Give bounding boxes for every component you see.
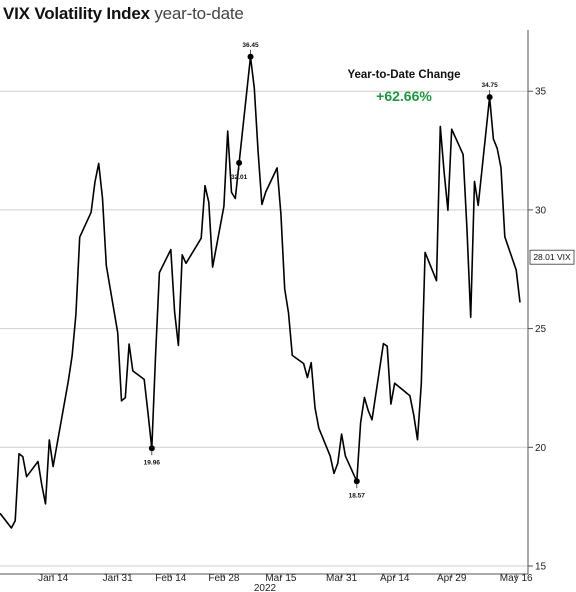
marker-point <box>353 478 360 485</box>
marker-label: 36.45 <box>242 42 259 49</box>
markers-layer: 32.01 19.96 36.45 18.57 34.75 <box>144 42 498 499</box>
y-tick-label: 30 <box>535 205 547 216</box>
chart-title-main: VIX Volatility Index <box>3 4 150 23</box>
gridlines <box>0 90 528 567</box>
x-tick-label: Apr 14 <box>380 573 410 584</box>
chart-title: VIX Volatility Index year-to-date <box>3 4 244 24</box>
ytd-change-value: +62.66% <box>376 88 432 104</box>
series-layer <box>0 55 521 529</box>
x-tick-label: Feb 14 <box>155 573 187 584</box>
x-tick-label: Apr 29 <box>437 573 467 584</box>
marker-label: 32.01 <box>231 174 248 181</box>
ytd-change-label: Year-to-Date Change <box>347 69 460 81</box>
y-tick-label: 20 <box>535 443 547 454</box>
marker-label: 19.96 <box>144 459 161 466</box>
x-tick-label: May 16 <box>500 573 533 584</box>
marker-label: 18.57 <box>349 492 366 499</box>
x-tick-label: Jan 31 <box>103 573 133 584</box>
series-line <box>0 55 521 529</box>
last-value-label: 28.01 VIX <box>533 252 571 262</box>
y-axis: 15 20 25 30 35 <box>528 87 547 573</box>
x-axis-year-label: 2022 <box>254 583 277 592</box>
marker-point <box>247 53 254 60</box>
x-tick-label: Jan 14 <box>38 573 68 584</box>
y-tick-label: 15 <box>535 562 547 573</box>
marker-point <box>486 94 493 101</box>
x-tick-label: Mar 15 <box>265 573 297 584</box>
marker-label: 34.75 <box>481 82 498 89</box>
last-value-badge: 28.01 VIX <box>529 249 575 265</box>
marker-point <box>148 445 155 452</box>
x-tick-label: Feb 28 <box>208 573 240 584</box>
marker-point <box>236 159 243 166</box>
y-tick-label: 35 <box>535 87 547 98</box>
last-value-box <box>529 249 575 265</box>
y-tick-label: 25 <box>535 324 547 335</box>
x-axis: Jan 14 Jan 31 Feb 14 Feb 28 Mar 15 Mar 31 Apr … <box>38 573 533 584</box>
chart-title-sub: year-to-date <box>154 4 244 23</box>
x-tick-label: Mar 31 <box>326 573 358 584</box>
